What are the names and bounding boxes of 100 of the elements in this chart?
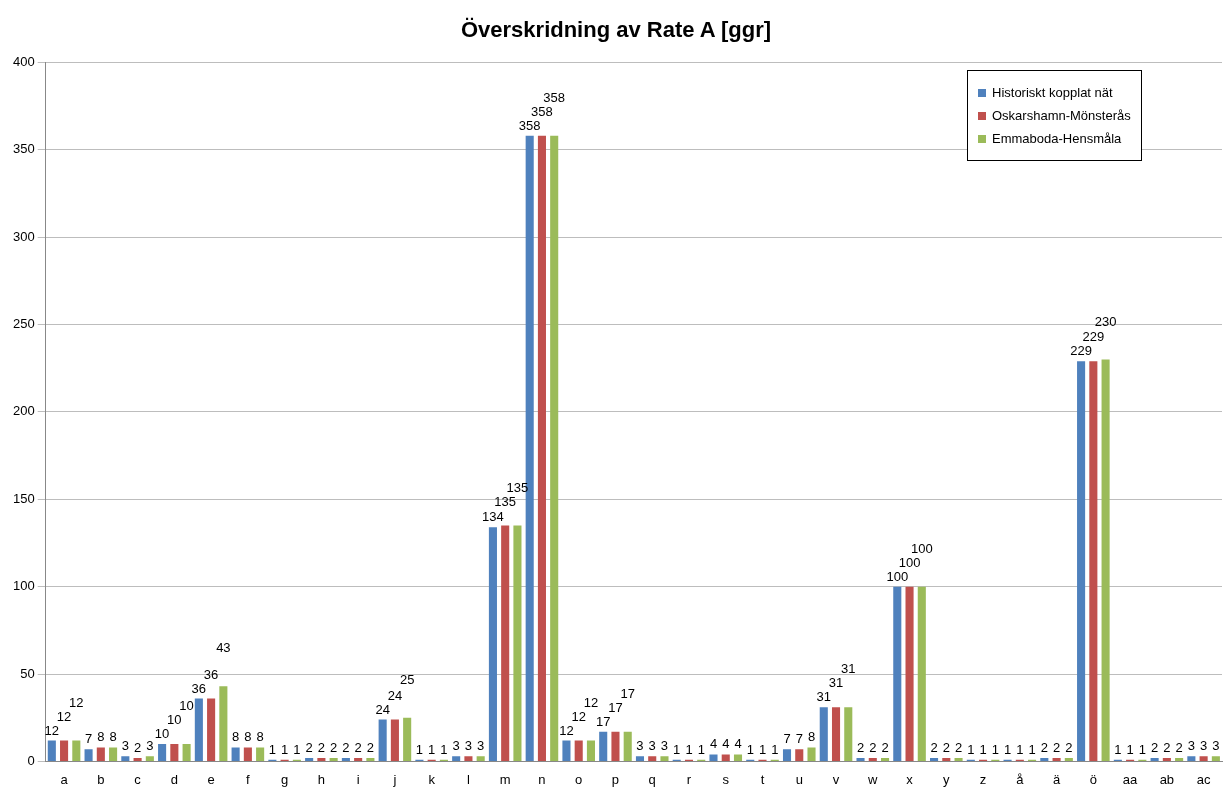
data-label: 36: [191, 680, 207, 696]
x-tick-label: y: [943, 771, 951, 787]
data-label: 10: [154, 726, 170, 741]
x-tick-label: s: [722, 771, 730, 787]
data-label: 31: [816, 689, 831, 705]
bar: [378, 719, 387, 761]
data-label: 7: [795, 731, 803, 747]
y-tick-label: 300: [12, 228, 35, 244]
y-tick-label: 100: [12, 578, 35, 594]
data-label: 31: [841, 661, 856, 677]
data-label: 2: [1163, 739, 1171, 755]
bar: [170, 743, 179, 761]
bar: [47, 740, 56, 761]
data-label: 1: [440, 741, 448, 757]
data-label: 2: [954, 739, 963, 755]
data-label: 2: [305, 739, 313, 755]
x-tick-label: t: [760, 771, 765, 787]
bar: [819, 707, 828, 761]
bar: [733, 754, 743, 761]
bar: [1052, 757, 1061, 761]
bar: [366, 757, 375, 761]
bar: [72, 740, 81, 761]
bar: [562, 740, 571, 761]
bar: [868, 757, 877, 761]
bar: [513, 525, 522, 761]
data-label: 24: [375, 701, 390, 717]
bar: [648, 756, 657, 761]
data-label: 2: [881, 739, 889, 755]
bar: [403, 717, 412, 761]
data-label: 12: [583, 694, 599, 710]
x-tick-label: f: [246, 771, 251, 787]
x-tick-label: h: [317, 771, 325, 787]
x-tick-label: o: [575, 771, 583, 787]
chart-title: Överskridning av Rate A [ggr]: [460, 17, 772, 43]
bar: [60, 740, 69, 761]
data-label: 1: [758, 741, 767, 757]
bar: [390, 719, 399, 761]
data-label: 229: [1070, 343, 1092, 359]
data-label: 3: [477, 738, 485, 754]
data-label: 4: [722, 736, 730, 752]
bar: [207, 698, 216, 761]
y-tick-label: 250: [12, 316, 35, 332]
data-label: 358: [531, 103, 553, 119]
bar: [452, 756, 461, 761]
data-label: 3: [146, 738, 154, 754]
bar: [709, 754, 718, 761]
data-label: 8: [807, 729, 816, 745]
bar: [917, 586, 926, 761]
x-tick-label: r: [686, 771, 692, 787]
bar: [305, 757, 314, 761]
data-label: 1: [771, 741, 779, 757]
data-label: 2: [317, 739, 325, 755]
bar: [1077, 361, 1086, 761]
data-label: 358: [518, 117, 541, 133]
bar: [856, 757, 865, 761]
bar: [256, 747, 265, 761]
bar: [795, 749, 804, 761]
bar: [954, 757, 963, 761]
x-tick-label: ö: [1089, 771, 1097, 787]
bar: [807, 747, 816, 761]
data-label: 4: [709, 736, 718, 752]
data-label: 17: [620, 685, 635, 701]
bar: [231, 747, 240, 761]
bar: [782, 749, 792, 761]
bar: [550, 135, 559, 761]
data-label: 2: [133, 739, 142, 755]
data-label: 17: [608, 699, 623, 715]
legend-label: Oskarshamn-Mönsterås: [992, 108, 1131, 124]
bar: [219, 686, 228, 761]
bar: [1101, 359, 1110, 761]
data-label: 31: [828, 675, 844, 691]
data-label: 2: [366, 739, 375, 755]
data-label: 2: [1040, 739, 1048, 755]
bar: [599, 731, 608, 761]
bar: [182, 743, 191, 761]
data-label: 1: [268, 741, 276, 757]
data-label: 8: [244, 729, 252, 745]
bar: [121, 756, 130, 761]
bar: [1187, 756, 1196, 761]
bar: [1089, 361, 1098, 761]
x-tick-label: q: [648, 771, 656, 787]
bar: [341, 757, 350, 761]
data-label: 1: [1138, 741, 1146, 757]
bar: [880, 757, 890, 761]
data-label: 1: [685, 741, 693, 757]
data-label: 1: [428, 741, 436, 757]
bar: [1162, 757, 1171, 761]
data-label: 100: [898, 554, 921, 570]
x-tick-label: b: [97, 771, 105, 787]
x-tick-label: p: [611, 771, 620, 787]
data-label: 2: [869, 739, 877, 755]
bar: [930, 757, 939, 761]
bar: [329, 757, 338, 761]
bar: [844, 707, 853, 761]
y-tick-label: 150: [12, 490, 35, 506]
x-tick-label: i: [356, 771, 360, 787]
data-label: 3: [660, 738, 669, 754]
x-tick-label: a: [60, 771, 69, 787]
bar: [574, 740, 583, 761]
x-tick-label: ac: [1196, 771, 1211, 787]
